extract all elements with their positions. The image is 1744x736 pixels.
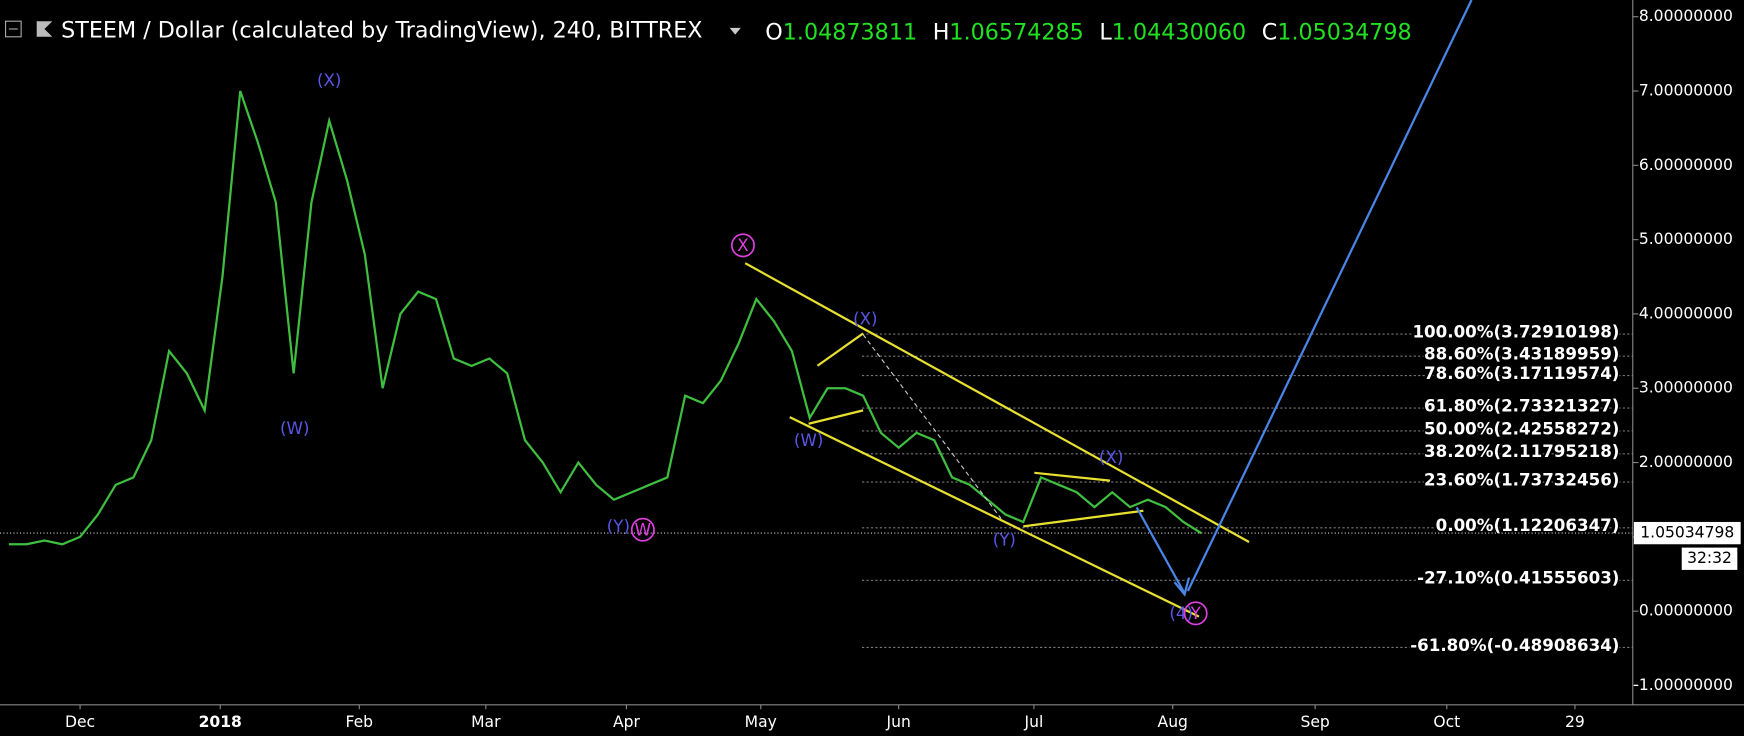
x-tick-label: Oct xyxy=(1433,713,1460,731)
y-tick-label: 2.00000000 xyxy=(1639,453,1733,471)
y-tick-label: 5.00000000 xyxy=(1639,230,1733,248)
wave-label: (Y) xyxy=(607,516,630,536)
x-tick-label: Dec xyxy=(65,713,95,731)
ohlc-label: C xyxy=(1262,19,1278,45)
header: STEEM / Dollar (calculated by TradingVie… xyxy=(5,18,1412,45)
flag-icon xyxy=(36,21,53,37)
trendline xyxy=(1023,509,1144,528)
fib-label: 0.00%(1.12206347) xyxy=(1436,515,1620,535)
ohlc: O1.04873811 H1.06574285 L1.04430060 C1.0503… xyxy=(765,19,1411,45)
wave-label: (Y) xyxy=(993,529,1016,549)
fib-label: 88.60%(3.43189959) xyxy=(1424,344,1619,364)
x-tick-label: Feb xyxy=(346,713,374,731)
trendline xyxy=(789,416,1200,618)
dropdown-icon[interactable] xyxy=(729,27,741,35)
fib-label: 100.00%(3.72910198) xyxy=(1412,321,1619,341)
wave-label: (4) xyxy=(1169,603,1193,623)
arrow xyxy=(1135,506,1186,594)
x-tick-label: Jun xyxy=(886,713,911,731)
wave-label: (X) xyxy=(1099,447,1123,467)
trendline xyxy=(1034,471,1111,482)
symbol-title[interactable]: STEEM / Dollar (calculated by TradingVie… xyxy=(61,18,702,44)
y-tick-label: 3.00000000 xyxy=(1639,379,1733,397)
price-line-series xyxy=(8,90,1202,546)
x-tick-label: Aug xyxy=(1158,713,1188,731)
x-tick-label: 2018 xyxy=(199,713,242,731)
fib-label: 61.80%(2.73321327) xyxy=(1424,395,1619,415)
wave-circle xyxy=(1183,601,1208,626)
trendline xyxy=(744,262,1250,543)
ohlc-label: H xyxy=(933,19,950,45)
countdown: 32:32 xyxy=(1687,549,1732,567)
collapse-icon[interactable] xyxy=(5,20,22,38)
ohlc-label: L xyxy=(1099,19,1112,45)
wave-label: X xyxy=(737,235,748,255)
x-tick-label: Apr xyxy=(613,713,641,731)
wave-circle xyxy=(731,233,755,258)
countdown-box xyxy=(1681,547,1738,570)
y-tick-label: 4.00000000 xyxy=(1639,304,1733,322)
y-tick-label: 8.00000000 xyxy=(1639,7,1733,25)
ohlc-value: 1.05034798 xyxy=(1277,19,1411,45)
x-tick-label: Jul xyxy=(1024,713,1044,731)
wave-label: (X) xyxy=(853,309,877,329)
ohlc-value: 1.04430060 xyxy=(1112,19,1246,45)
wave-label: (W) xyxy=(794,430,823,450)
ohlc-value: 1.04873811 xyxy=(783,19,917,45)
trendline xyxy=(816,332,864,367)
x-tick-label: Sep xyxy=(1300,713,1329,731)
plot: 100.00%(3.72910198) 88.60%(3.43189959)78.… xyxy=(0,90,1633,657)
wave-label: (X) xyxy=(317,70,341,90)
y-tick-label: 0.00000000 xyxy=(1639,602,1733,620)
x-tick-label: 29 xyxy=(1565,713,1585,731)
y-tick-label: -1.00000000 xyxy=(1633,676,1733,694)
trendline xyxy=(808,409,864,425)
fib-label: 78.60%(3.17119574) xyxy=(1424,363,1619,383)
y-tick-label: 7.00000000 xyxy=(1639,82,1733,100)
wave-labels: (X) (W) (Y) W X (X) (W) (Y) (X) (4) Y xyxy=(280,70,1208,626)
fib-label: 23.60%(1.73732456) xyxy=(1424,469,1619,489)
price-label: 1.05034798 xyxy=(1640,524,1734,542)
wave-label: Y xyxy=(1190,603,1202,623)
fib-label: 50.00%(2.42558272) xyxy=(1424,418,1619,438)
ohlc-value: 1.06574285 xyxy=(949,19,1083,45)
ohlc-label: O xyxy=(765,19,783,45)
arrow-head xyxy=(1173,577,1191,597)
y-tick-label: 6.00000000 xyxy=(1639,156,1733,174)
fib-label: -61.80%(-0.48908634) xyxy=(1410,635,1619,655)
drawings xyxy=(744,0,1473,618)
x-tick-label: Mar xyxy=(471,713,501,731)
arrow xyxy=(1186,0,1473,592)
x-tick-label: May xyxy=(745,713,777,731)
price-box xyxy=(1633,521,1741,545)
wave-label: (W) xyxy=(280,418,309,438)
fib-label: 38.20%(2.11795218) xyxy=(1424,441,1619,461)
wave-circle xyxy=(630,517,655,542)
wave-label: W xyxy=(635,519,651,539)
fib-label: -27.10%(0.41555603) xyxy=(1417,568,1619,588)
